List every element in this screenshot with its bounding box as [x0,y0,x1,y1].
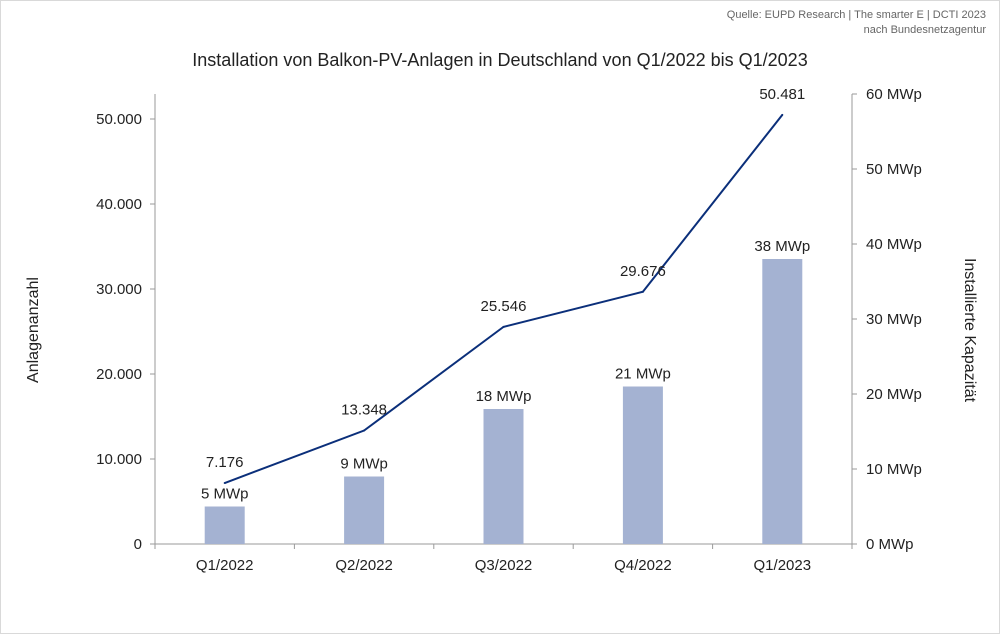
left-tick-label: 30.000 [96,281,142,298]
bar-data-label: 18 MWp [476,388,532,405]
source-note: Quelle: EUPD Research | The smarter E | … [727,8,986,38]
bar-data-label: 9 MWp [340,456,388,473]
left-tick-label: 50.000 [96,111,142,128]
line-data-label: 50.481 [759,86,805,103]
x-tick-label: Q2/2022 [335,557,393,574]
x-tick-label: Q1/2023 [754,557,812,574]
right-tick-label: 0 MWp [866,536,914,553]
right-tick-label: 50 MWp [866,161,922,178]
line-point [641,290,644,293]
left-tick-label: 40.000 [96,196,142,213]
line-point [363,429,366,432]
line-data-label: 25.546 [481,298,527,315]
left-tick-label: 20.000 [96,366,142,383]
x-tick-label: Q1/2022 [196,557,254,574]
right-tick-label: 20 MWp [866,386,922,403]
right-tick-label: 30 MWp [866,311,922,328]
line-data-label: 29.676 [620,263,666,280]
bar [204,506,245,544]
source-line-1: Quelle: EUPD Research | The smarter E | … [726,9,986,21]
line-point [223,482,226,485]
bar [622,386,663,544]
bar [762,259,803,544]
right-tick-label: 60 MWp [866,86,922,103]
right-tick-label: 40 MWp [866,236,922,253]
x-tick-label: Q4/2022 [614,557,672,574]
x-tick-label: Q3/2022 [475,557,533,574]
right-tick-label: 10 MWp [866,461,922,478]
line-data-label: 13.348 [341,402,387,419]
left-tick-label: 0 [134,536,142,553]
bar-data-label: 38 MWp [754,238,810,255]
left-axis-title: Anlagenanzahl [25,277,42,383]
bar-data-label: 21 MWp [615,366,671,383]
line-point [781,113,784,116]
bar [483,409,524,544]
bar [344,476,385,544]
line-data-label: 7.176 [206,454,244,471]
left-tick-label: 10.000 [96,451,142,468]
chart-title: Installation von Balkon-PV-Anlagen in De… [192,50,808,70]
source-line-2: nach Bundesnetzagentur [863,24,986,36]
right-axis-title: Installierte Kapazität [961,258,978,403]
line-point [502,325,505,328]
bar-data-label: 5 MWp [201,486,249,503]
